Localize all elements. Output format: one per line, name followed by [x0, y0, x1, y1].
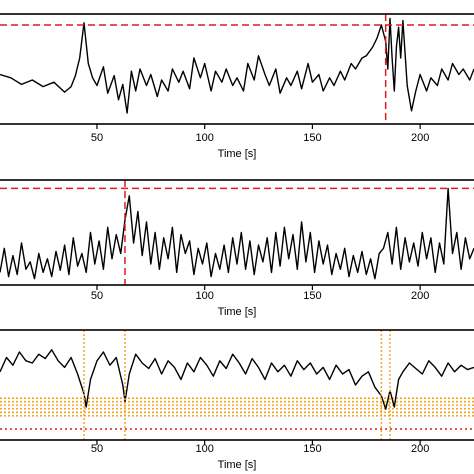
series-line [0, 349, 474, 410]
series-line [0, 187, 474, 280]
x-tick-label: 100 [196, 290, 214, 302]
panel-3: 50 100 150 200 Time [s] [0, 329, 474, 471]
x-tick-label: 150 [303, 443, 321, 455]
x-tick-label: 150 [303, 290, 321, 302]
x-tick-label: 50 [91, 443, 103, 455]
x-tick-label: 100 [196, 443, 214, 455]
plot-frame [0, 179, 474, 286]
plot-frame [0, 329, 474, 441]
x-tick-label: 50 [91, 132, 103, 144]
x-tick-label: 50 [91, 290, 103, 302]
x-axis-title: Time [s] [218, 148, 257, 160]
x-tick-label: 200 [411, 132, 429, 144]
x-tick-label: 150 [303, 132, 321, 144]
x-tick-label: 200 [411, 290, 429, 302]
x-axis-title: Time [s] [218, 306, 257, 318]
series-line [0, 17, 474, 114]
x-tick-label: 100 [196, 132, 214, 144]
panel-1: 50 100 150 200 Time [s] [0, 13, 474, 160]
x-axis-title: Time [s] [218, 459, 257, 471]
plot-frame [0, 13, 474, 125]
panel-2: 50 100 150 200 Time [s] [0, 179, 474, 318]
x-tick-label: 200 [411, 443, 429, 455]
